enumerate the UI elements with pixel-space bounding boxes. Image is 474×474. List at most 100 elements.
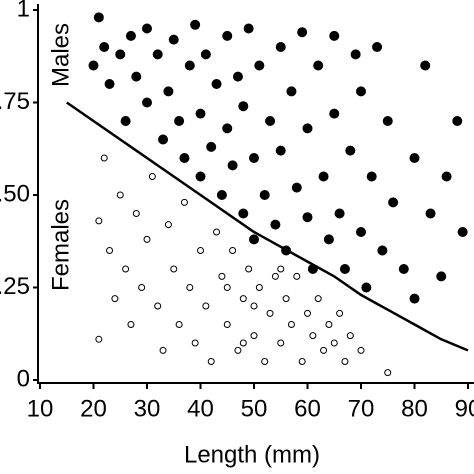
female-point — [336, 309, 344, 317]
female-point — [287, 321, 295, 328]
male-point — [372, 42, 383, 52]
female-point — [384, 369, 392, 377]
male-point — [222, 30, 233, 41]
female-point — [170, 265, 178, 273]
female-point — [255, 284, 263, 291]
male-point — [158, 134, 169, 145]
female-point — [250, 302, 258, 310]
male-point — [179, 153, 190, 163]
male-point — [163, 86, 174, 97]
male-point — [339, 264, 350, 274]
male-point — [222, 123, 233, 134]
female-point — [202, 302, 210, 310]
male-point — [409, 153, 420, 163]
female-point — [180, 198, 188, 206]
male-point — [281, 245, 292, 256]
female-point — [304, 309, 311, 317]
male-point — [131, 71, 142, 82]
female-point — [271, 272, 279, 280]
x-tick-label: 30 — [134, 395, 161, 422]
male-point — [345, 145, 356, 156]
boundary-curve — [66, 101, 469, 352]
male-point — [232, 71, 243, 82]
male-point — [93, 12, 104, 23]
male-point — [420, 60, 431, 71]
male-point — [195, 108, 206, 119]
male-point — [356, 227, 366, 237]
male-point — [254, 60, 265, 71]
x-tick-label: 60 — [294, 395, 321, 422]
male-point — [318, 171, 329, 182]
female-point — [234, 346, 242, 354]
y-tick-label: 1 — [17, 0, 30, 22]
female-point — [346, 332, 354, 340]
female-point — [293, 272, 301, 280]
female-point — [239, 339, 247, 347]
female-point — [154, 302, 162, 310]
male-point — [120, 116, 131, 126]
male-point — [104, 79, 115, 89]
female-point — [159, 346, 167, 354]
female-point — [250, 332, 258, 340]
females-label: Females — [47, 199, 74, 291]
male-point — [313, 60, 324, 71]
male-point — [409, 293, 420, 304]
male-point — [307, 264, 318, 274]
male-point — [238, 208, 249, 219]
x-tick-label: 70 — [348, 395, 375, 422]
female-point — [186, 284, 194, 291]
x-tick-label: 40 — [187, 395, 214, 422]
male-point — [356, 86, 366, 97]
female-point — [164, 221, 172, 229]
male-point — [398, 264, 409, 274]
female-point — [197, 247, 204, 254]
female-point — [132, 210, 140, 217]
female-point — [127, 321, 135, 328]
x-axis-label: Length (mm) — [184, 441, 320, 468]
female-point — [106, 247, 114, 254]
female-point — [341, 358, 349, 365]
male-point — [227, 160, 238, 171]
male-point — [275, 145, 286, 156]
female-point — [138, 284, 146, 291]
female-point — [261, 358, 269, 365]
male-point — [190, 19, 201, 30]
female-point — [218, 272, 226, 280]
male-point — [302, 123, 313, 134]
male-point — [329, 30, 340, 41]
female-point — [314, 295, 322, 303]
male-point — [286, 86, 297, 97]
female-point — [100, 154, 108, 162]
male-point — [195, 171, 206, 182]
male-point — [334, 208, 345, 219]
male-point — [249, 234, 259, 245]
male-point — [249, 153, 259, 163]
female-point — [223, 321, 231, 328]
male-point — [302, 212, 313, 223]
male-point — [366, 171, 377, 182]
female-point — [175, 321, 183, 328]
male-point — [142, 97, 152, 108]
female-point — [207, 358, 215, 365]
female-point — [277, 265, 285, 273]
female-point — [213, 228, 221, 236]
male-point — [425, 208, 436, 219]
x-tick-label: 80 — [401, 395, 428, 422]
y-tick-label: .75 — [0, 88, 30, 115]
female-point — [148, 173, 156, 180]
male-point — [452, 116, 463, 126]
female-point — [111, 295, 119, 303]
y-tick-label: 0 — [17, 365, 30, 392]
female-point — [320, 346, 328, 354]
female-point — [298, 358, 306, 365]
male-point — [99, 42, 110, 52]
male-point — [323, 234, 334, 245]
male-point — [238, 101, 249, 112]
x-tick-label: 50 — [241, 395, 268, 422]
male-point — [361, 282, 372, 293]
female-point — [191, 339, 199, 347]
x-tick-label: 90 — [455, 395, 474, 422]
female-point — [239, 295, 247, 303]
male-point — [125, 30, 136, 41]
